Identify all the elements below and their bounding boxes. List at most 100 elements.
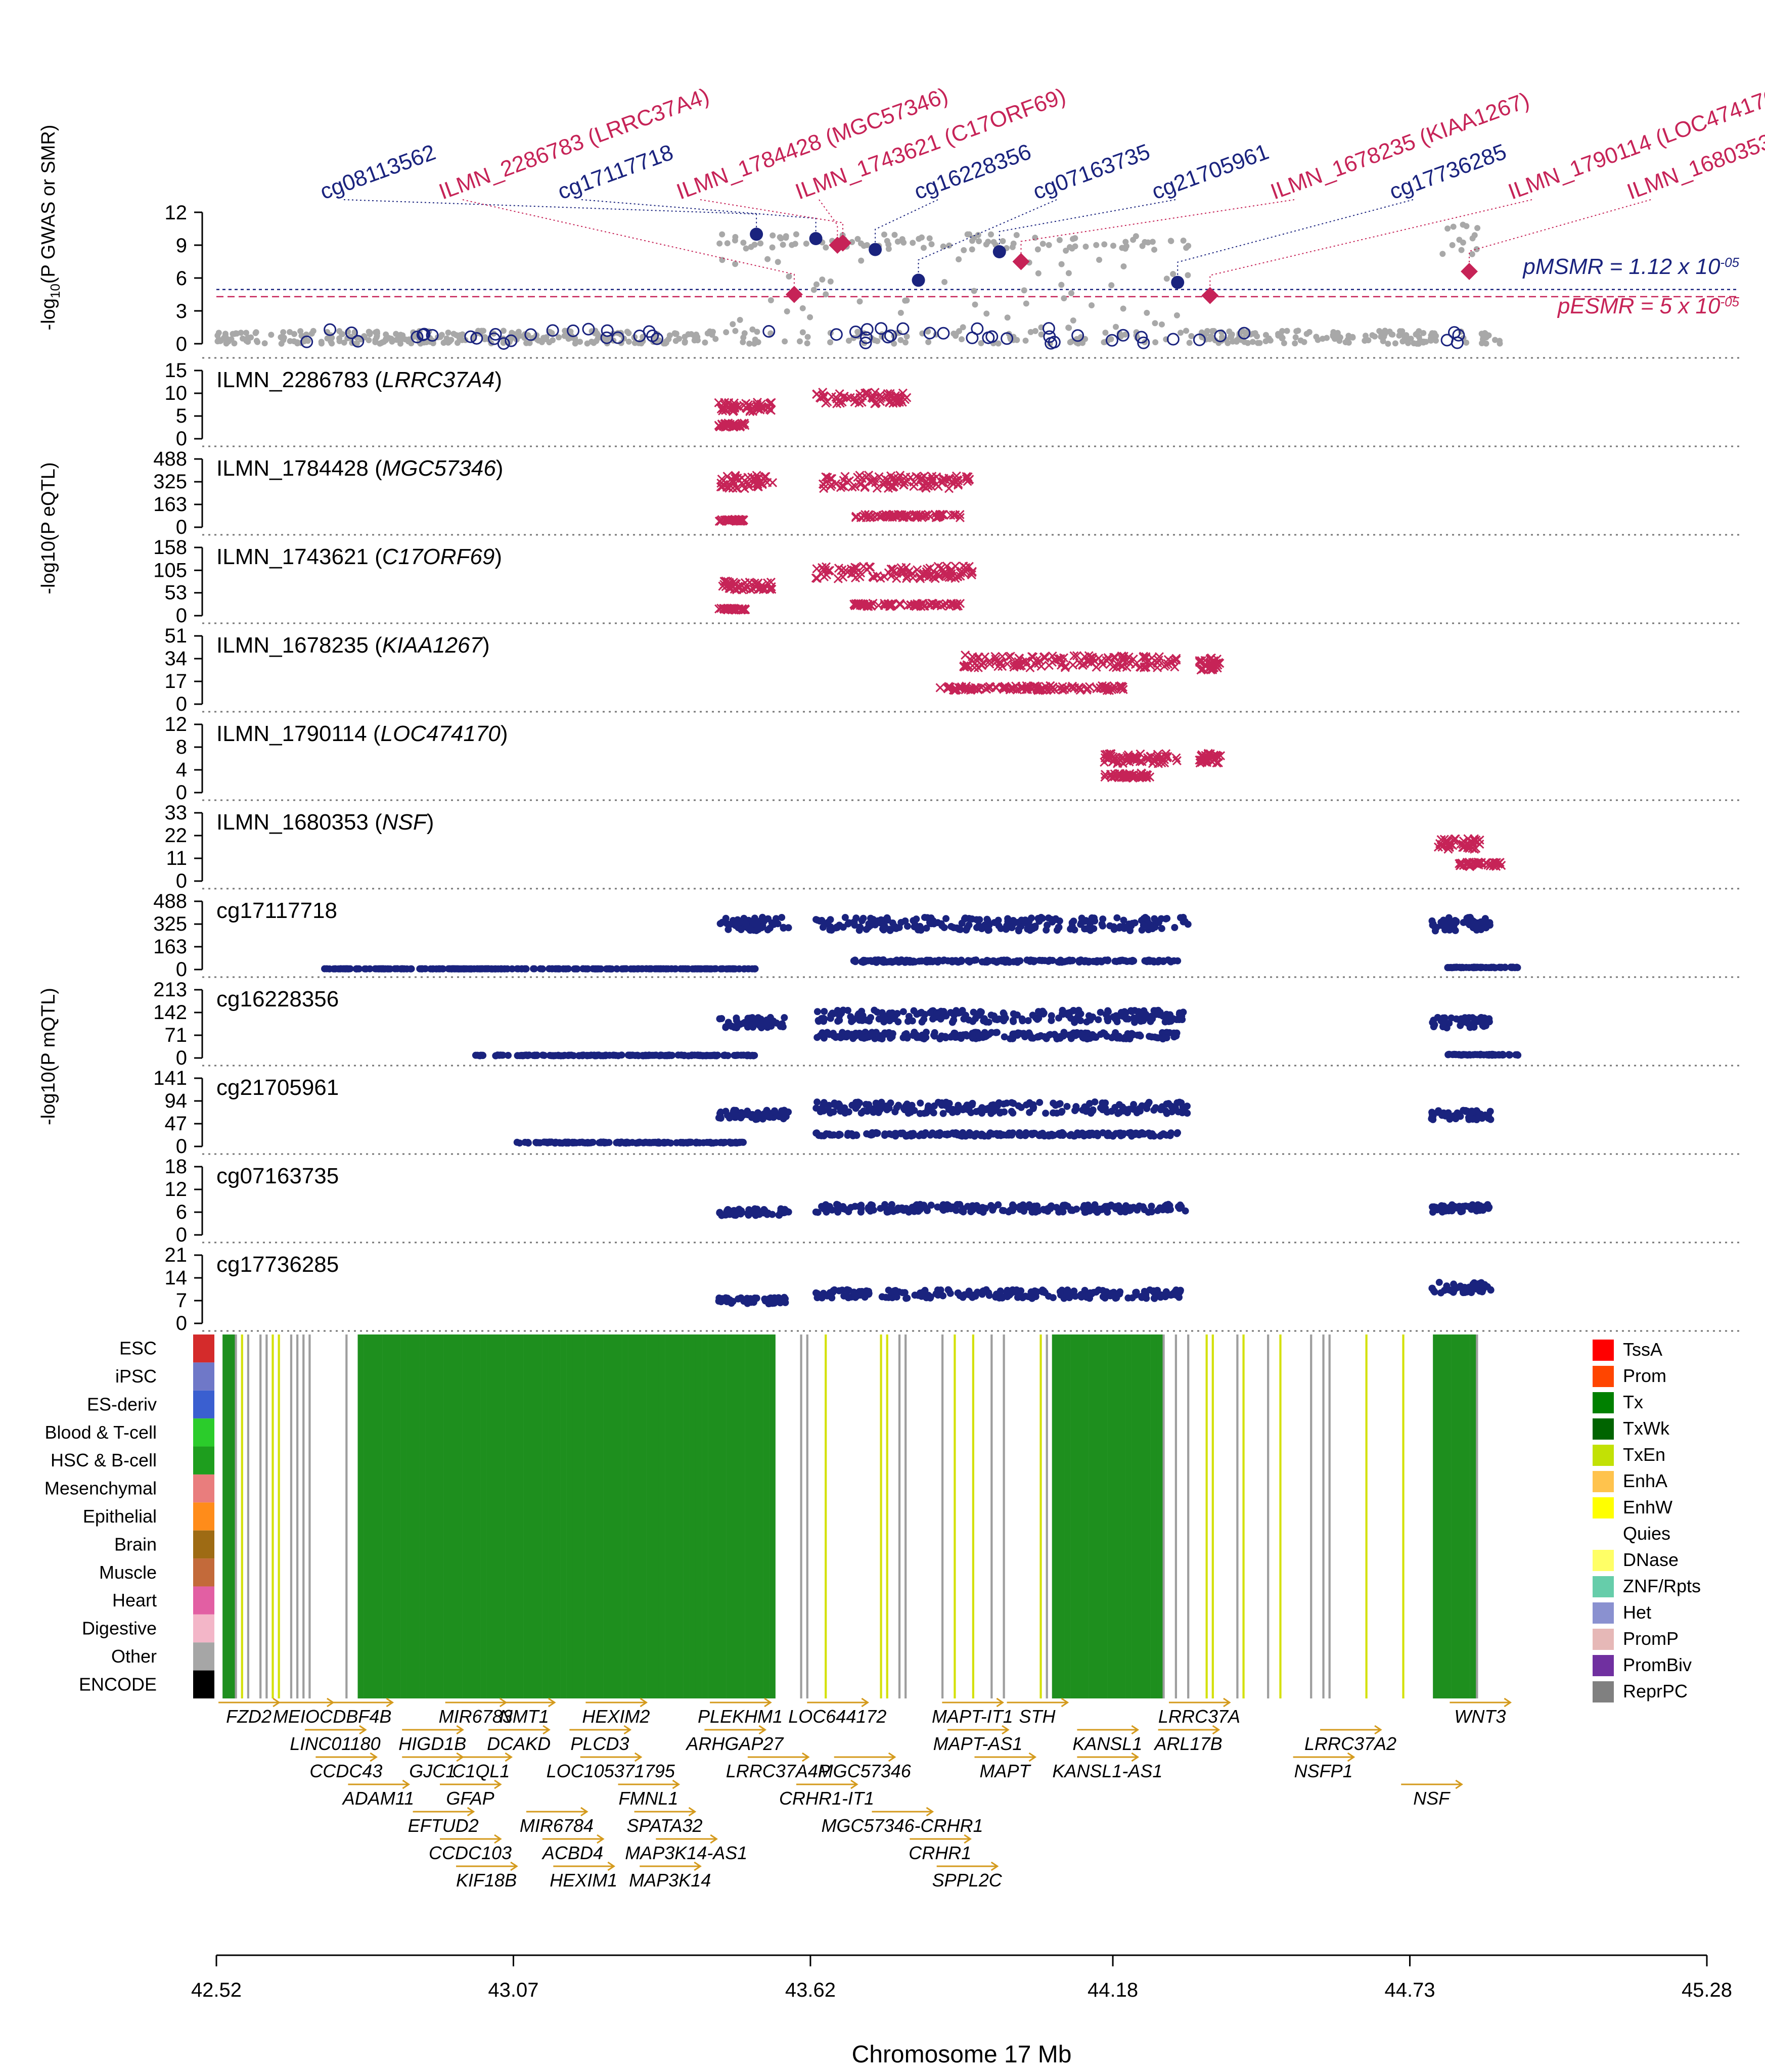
mqtl-point [1025, 917, 1033, 925]
eqtl-point [862, 513, 871, 523]
mqtl-point [1160, 1131, 1168, 1138]
smr-point [1105, 334, 1118, 347]
mqtl-point [820, 1018, 827, 1025]
gwas-point [752, 336, 758, 343]
eqtl-point [1154, 655, 1163, 665]
gwas-point [1032, 235, 1038, 241]
gwas-point [1158, 321, 1165, 328]
eqtl-point [767, 584, 777, 594]
mqtl-point [886, 1130, 893, 1138]
mqtl-point [468, 965, 475, 973]
mqtl-point [859, 914, 867, 922]
eqtl-point [1118, 655, 1127, 664]
gwas-point [253, 338, 260, 344]
mqtl-point [823, 1208, 830, 1216]
gwas-point [1212, 337, 1218, 344]
mqtl-point [732, 1212, 740, 1219]
gwas-point [1009, 244, 1016, 250]
gwas-point [625, 330, 632, 337]
eqtl-point [1088, 653, 1097, 662]
gwas-point [1023, 300, 1029, 307]
gwas-point [1068, 290, 1074, 297]
eqtl-point [755, 405, 765, 415]
mqtl-point [1105, 1129, 1112, 1137]
mqtl-point [751, 965, 758, 973]
eqtl-point [763, 403, 773, 413]
mqtl-point [875, 1104, 883, 1112]
mqtl-point [975, 922, 983, 929]
mqtl-point [848, 1018, 855, 1025]
mqtl-point [718, 1295, 726, 1303]
mqtl-point [855, 1203, 863, 1210]
mqtl-point [1145, 1098, 1153, 1106]
mqtl-point [647, 965, 654, 973]
gwas-point [918, 234, 925, 241]
eqtl-point [825, 566, 835, 575]
mqtl-point [888, 958, 896, 966]
gwas-point [1369, 332, 1376, 339]
gwas-point [459, 337, 465, 343]
mqtl-point [1146, 1033, 1153, 1040]
gwas-point [767, 297, 774, 303]
gwas-point [1180, 237, 1187, 244]
gwas-point [688, 331, 695, 337]
mqtl-point [827, 1109, 834, 1117]
mqtl-point [1154, 1034, 1162, 1042]
gwas-point [676, 336, 683, 342]
qtl-panel-title: ILMN_1680353 (NSF) [216, 810, 434, 835]
mqtl-point [694, 1051, 702, 1059]
mqtl-point [627, 1051, 635, 1059]
eqtl-point [833, 574, 843, 583]
probe-marker [809, 232, 823, 245]
mqtl-point [899, 1206, 907, 1213]
mqtl-point [748, 1022, 756, 1029]
eqtl-point [913, 565, 922, 575]
mqtl-point [1018, 1015, 1026, 1023]
mqtl-point [445, 965, 452, 973]
gwas-point [1254, 340, 1261, 346]
mqtl-point [1085, 1012, 1093, 1020]
eqtl-point [718, 581, 728, 591]
mqtl-point [1045, 1131, 1052, 1139]
mqtl-point [1162, 915, 1169, 923]
gwas-point [454, 340, 461, 346]
mqtl-point [1001, 1108, 1008, 1116]
qtl-panel-title: ILMN_2286783 (LRRC37A4) [216, 367, 502, 392]
qtl-panel-title: cg07163735 [216, 1164, 339, 1188]
mqtl-point [1080, 1034, 1088, 1042]
gwas-point [1066, 244, 1073, 250]
gwas-point [662, 340, 668, 347]
gwas-point [397, 340, 404, 347]
mqtl-point [1068, 919, 1076, 927]
smr-point [524, 328, 537, 341]
gwas-point [1149, 239, 1156, 245]
gwas-point [1403, 332, 1410, 339]
eqtl-point [893, 510, 903, 519]
eqtl-point [985, 659, 994, 669]
gwas-point [1382, 328, 1388, 334]
eqtl-point [1154, 652, 1164, 662]
gwas-point [754, 329, 760, 335]
eqtl-point [870, 399, 880, 408]
mqtl-point [1163, 1100, 1170, 1108]
gwas-point [1063, 247, 1069, 254]
mqtl-point [915, 926, 922, 934]
mqtl-point [1428, 1115, 1435, 1123]
gwas-point [1392, 340, 1398, 347]
eqtl-point [743, 479, 753, 489]
gwas-point [987, 231, 994, 238]
smr-point [1043, 330, 1056, 343]
gwas-point [1335, 333, 1342, 340]
qtl-panel-title: cg21705961 [216, 1075, 339, 1100]
mqtl-point [1158, 1205, 1165, 1213]
gwas-point [702, 339, 708, 346]
mqtl-point [838, 1009, 845, 1017]
mqtl-point [726, 1211, 733, 1218]
gwas-point [1004, 314, 1011, 321]
mqtl-point [1147, 923, 1154, 930]
gwas-point [353, 340, 360, 347]
eqtl-point [951, 476, 960, 486]
gwas-point [1185, 272, 1191, 279]
mqtl-point [552, 965, 559, 973]
mqtl-point [679, 1138, 687, 1146]
